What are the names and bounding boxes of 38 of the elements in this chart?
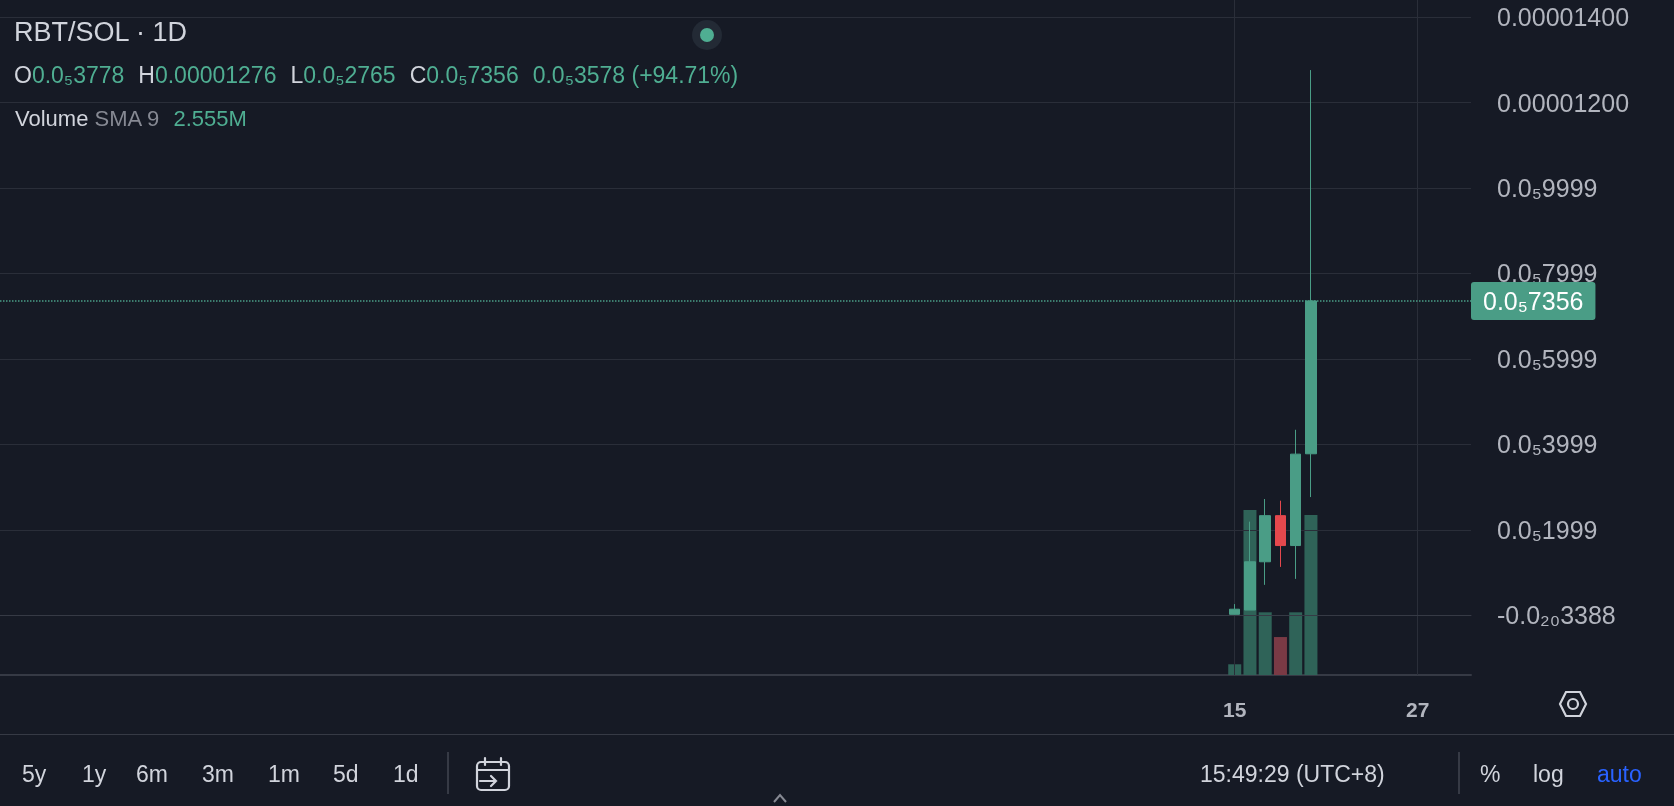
text: 15:49:29 (UTC+8) bbox=[1200, 761, 1385, 788]
text: 1d bbox=[393, 761, 419, 788]
candlestick bbox=[1275, 500, 1286, 568]
text: 5y bbox=[22, 761, 47, 788]
y-tick-label: 0.00001400 bbox=[1497, 3, 1630, 32]
y-tick-label: 0.0₅5999 bbox=[1497, 344, 1598, 373]
y-tick-label: 0.0₅7999 bbox=[1497, 259, 1598, 288]
annotation: C0.0₅7356 bbox=[409, 62, 519, 88]
text: 6m bbox=[136, 761, 168, 788]
x-tick-label: 15 bbox=[1223, 698, 1247, 721]
candlestick bbox=[1259, 498, 1271, 586]
bar bbox=[1304, 514, 1318, 675]
bar bbox=[1258, 612, 1272, 675]
annotation: L0.0₅2765 bbox=[290, 62, 396, 88]
annotation: H0.00001276 bbox=[138, 62, 277, 88]
ref-line-label: 0.0₅7356 bbox=[1483, 286, 1584, 315]
annotation: 0.0₅3578 (+94.71%) bbox=[532, 62, 739, 89]
y-tick-label: 0.00001200 bbox=[1497, 88, 1630, 117]
text: 5d bbox=[333, 761, 359, 788]
text: RBT/SOL · 1D bbox=[14, 17, 188, 48]
text: auto bbox=[1597, 761, 1642, 788]
text: 1m bbox=[268, 761, 300, 788]
bar bbox=[1273, 637, 1287, 675]
y-tick-label: 0.0₅1999 bbox=[1497, 515, 1598, 544]
y-tick-label: 0.0₅9999 bbox=[1497, 174, 1598, 203]
text: % bbox=[1480, 761, 1501, 788]
bar bbox=[1289, 612, 1303, 675]
bar bbox=[1228, 664, 1242, 675]
text: 3m bbox=[202, 761, 234, 788]
candlestick bbox=[1229, 603, 1240, 615]
y-tick-label: -0.0₂₀3388 bbox=[1497, 601, 1616, 630]
y-tick-label: 0.0₅3999 bbox=[1497, 430, 1598, 459]
text: 1y bbox=[82, 761, 107, 788]
annotation: Volume SMA 9 2.555M bbox=[15, 106, 247, 131]
annotation: O0.0₅3778 bbox=[14, 62, 125, 88]
text: log bbox=[1533, 761, 1564, 788]
x-tick-label: 27 bbox=[1405, 698, 1430, 721]
candlestick bbox=[1290, 429, 1301, 580]
